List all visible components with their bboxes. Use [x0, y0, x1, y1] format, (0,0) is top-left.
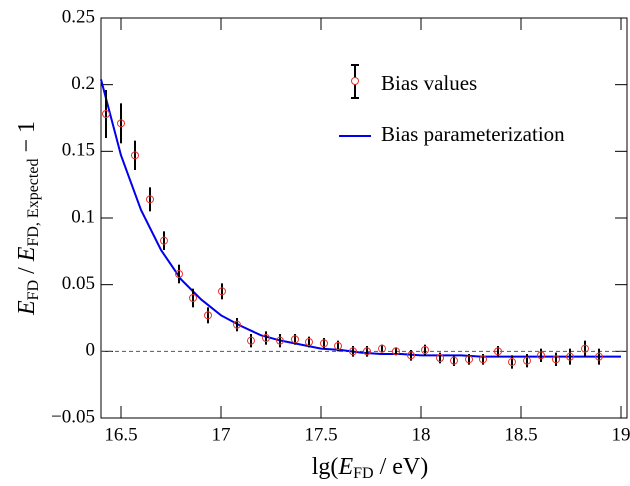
data-point — [378, 344, 386, 353]
data-point — [407, 351, 415, 360]
x-axis-title: lg(EFD / eV) — [312, 454, 428, 482]
axis-title-part: − 1 — [14, 121, 40, 159]
data-point — [566, 352, 574, 361]
axis-title-part: E — [14, 246, 40, 262]
legend-label: Bias parameterization — [381, 122, 565, 146]
data-point — [305, 338, 313, 346]
data-point — [218, 287, 226, 296]
data-point — [450, 356, 458, 365]
data-point — [537, 351, 545, 360]
data-point — [334, 342, 342, 350]
x-tick-label: 17 — [212, 424, 231, 445]
y-tick-label: −0.05 — [51, 406, 95, 427]
axis-title-part: FD, Expected — [25, 159, 42, 247]
legend-swatch — [351, 77, 359, 85]
data-point — [175, 270, 183, 278]
y-tick-label: 0.2 — [71, 73, 95, 94]
data-point — [349, 347, 357, 356]
legend-label: Bias values — [381, 71, 477, 95]
x-tick-label: 18 — [412, 424, 431, 445]
x-tick-label: 16.5 — [104, 424, 137, 445]
data-point — [465, 355, 473, 364]
data-point — [146, 195, 154, 204]
y-tick-label: 0 — [86, 340, 96, 361]
axis-title-part: lg( — [312, 454, 339, 480]
data-point — [262, 334, 270, 342]
axis-title-part: E — [14, 300, 40, 316]
axis-title-part: / — [14, 261, 40, 280]
data-point — [247, 336, 255, 345]
data-point — [392, 347, 400, 356]
data-point — [508, 358, 516, 366]
plot-frame — [100, 17, 628, 419]
axis-title-part: FD — [353, 465, 373, 482]
data-point — [102, 110, 110, 118]
fit-curve — [100, 79, 621, 358]
data-point — [291, 335, 299, 344]
data-point — [523, 356, 531, 365]
y-tick-label: 0.25 — [62, 6, 95, 27]
data-point — [479, 355, 487, 364]
data-point — [160, 236, 168, 245]
axis-title-part: E — [337, 454, 353, 480]
data-point — [131, 151, 139, 160]
data-point — [552, 355, 560, 364]
axis-title-part: FD — [25, 280, 42, 300]
data-point — [581, 344, 589, 353]
data-point — [204, 311, 212, 320]
x-tick-label: 18.5 — [504, 424, 537, 445]
data-point — [233, 320, 241, 329]
y-tick-label: 0.15 — [62, 140, 95, 161]
data-point — [363, 347, 371, 356]
x-tick-label: 17.5 — [304, 424, 337, 445]
x-tick-label: 19 — [612, 424, 630, 445]
y-tick-label: 0.1 — [71, 206, 95, 227]
data-point — [436, 354, 444, 362]
data-point — [595, 352, 603, 361]
data-point — [276, 336, 284, 345]
y-tick-label: 0.05 — [62, 273, 95, 294]
y-axis-title: EFD / EFD, Expected − 1 — [14, 121, 42, 316]
data-point — [421, 346, 429, 354]
data-point — [494, 347, 502, 356]
data-point — [189, 294, 197, 302]
data-point — [320, 339, 328, 348]
axis-title-part: / eV) — [374, 454, 429, 480]
data-point — [117, 119, 125, 128]
